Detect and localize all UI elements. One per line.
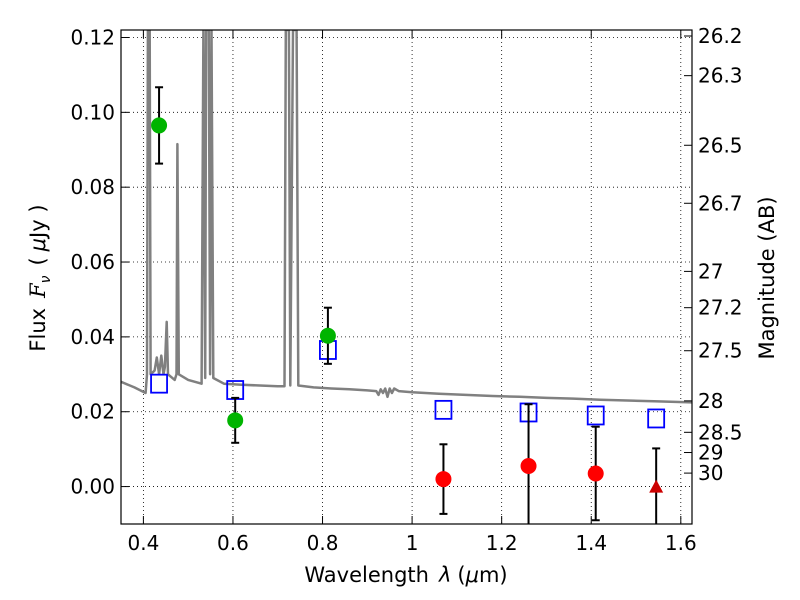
sed-model-line: [121, 30, 692, 404]
y2-axis-label: Magnitude (AB): [755, 196, 779, 359]
photometry-point: [319, 327, 336, 344]
mag-tick-label: 28.5: [698, 420, 743, 444]
axes: 0.4 0.6 0.8 1 1.2 1.4 1.6 0.00 0.02 0.04 0.06 0.08 0…: [70, 24, 742, 555]
model-photometry-square: [586, 405, 605, 426]
plot-area: [121, 30, 692, 524]
mag-tick-label: 30: [698, 461, 723, 485]
x-tick-label: 1.2: [486, 531, 518, 555]
mag-tick-label: 27.5: [698, 339, 743, 363]
x-tick-label: 1.4: [575, 531, 607, 555]
photometry-point: [435, 471, 452, 488]
photometry-point: [520, 457, 537, 474]
mag-tick-label: 26.5: [698, 133, 743, 157]
mag-tick-label: 29: [698, 441, 723, 465]
y-tick-label: 0.10: [70, 100, 115, 124]
x-tick-label: 0.8: [307, 531, 339, 555]
mag-tick-label: 27.2: [698, 296, 743, 320]
y-tick-label: 0.04: [70, 325, 115, 349]
photometry-point: [587, 465, 604, 482]
photometry-point: [227, 412, 244, 429]
mag-tick-label: 26.2: [698, 24, 743, 48]
x-tick-label: 1.6: [665, 531, 697, 555]
model-photometry-square: [647, 408, 666, 429]
upper-limit-triangle: [649, 479, 664, 493]
mag-tick-label: 26.3: [698, 64, 743, 88]
plot-frame: [120, 29, 693, 525]
photometry-point: [151, 117, 168, 134]
y-tick-label: 0.06: [70, 250, 115, 274]
mag-tick-label: 28: [698, 389, 723, 413]
x-tick-label: 0.4: [127, 531, 159, 555]
mag-tick-label: 27: [698, 259, 723, 283]
y-tick-label: 0.02: [70, 400, 115, 424]
model-photometry-square: [434, 399, 453, 420]
x-tick-label: 0.6: [217, 531, 249, 555]
y-tick-label: 0.08: [70, 175, 115, 199]
y-tick-label: 0.00: [70, 475, 115, 499]
y-axis-label: FluxFν(μJy ): [26, 204, 54, 351]
x-axis-label: Wavelength λ (μm): [304, 563, 507, 587]
y-tick-label: 0.12: [70, 25, 115, 49]
model-photometry-square: [150, 373, 168, 394]
x-tick-label: 1: [406, 531, 419, 555]
mag-tick-label: 26.7: [698, 191, 743, 215]
